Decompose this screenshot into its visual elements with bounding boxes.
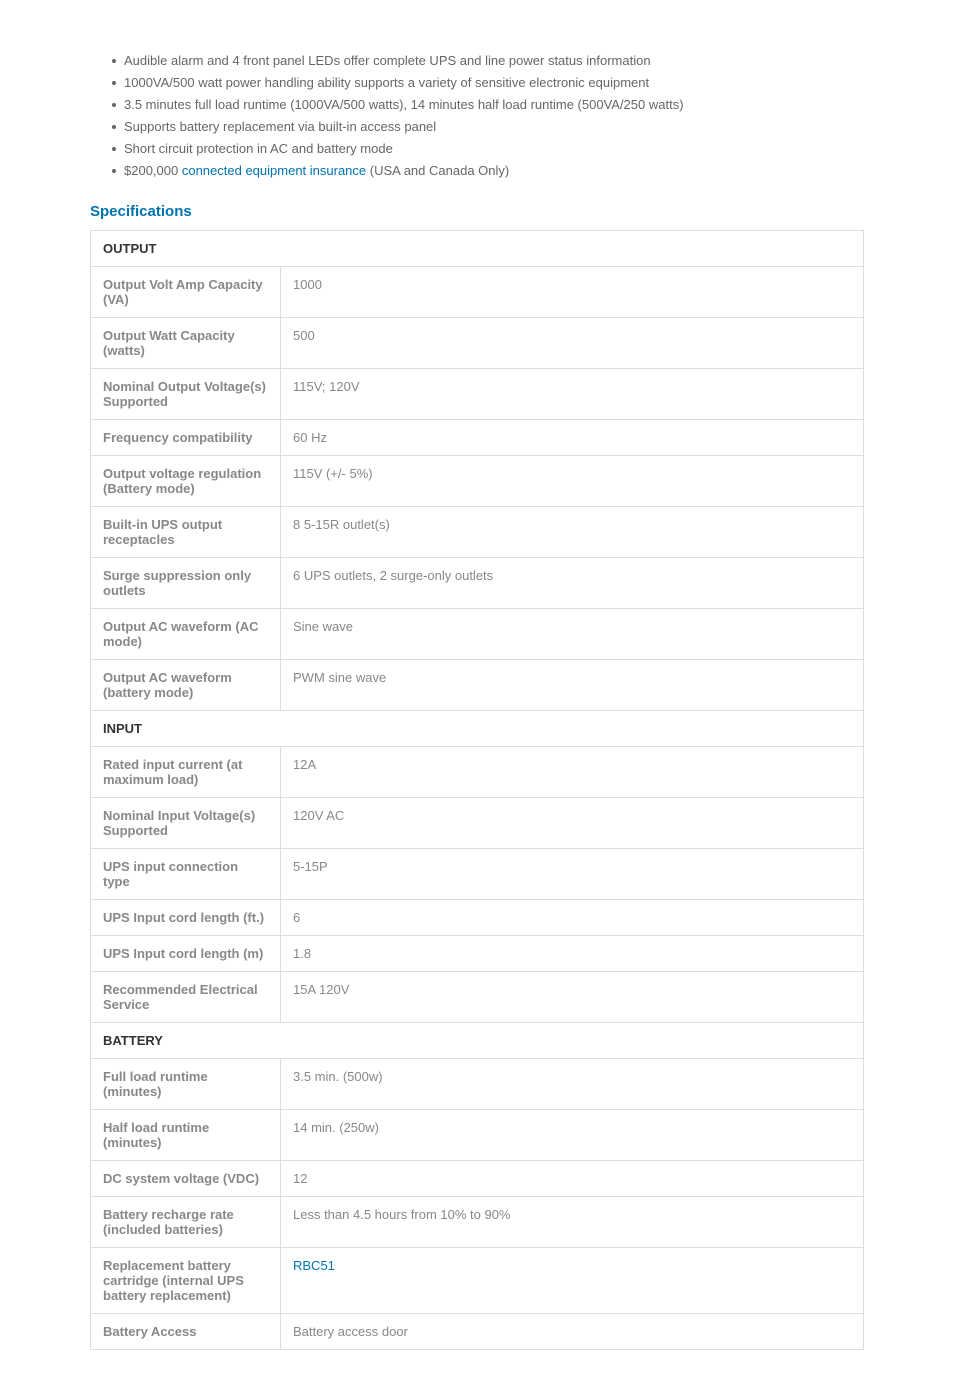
spec-label: Output voltage regulation (Battery mode) [91, 455, 281, 506]
spec-label: Frequency compatibility [91, 419, 281, 455]
feature-item: 3.5 minutes full load runtime (1000VA/50… [112, 94, 864, 116]
spec-label: Surge suppression only outlets [91, 557, 281, 608]
spec-row: UPS Input cord length (m)1.8 [91, 935, 863, 971]
feature-text: 3.5 minutes full load runtime (1000VA/50… [124, 97, 684, 112]
spec-row: Rated input current (at maximum load)12A [91, 746, 863, 797]
spec-value: 3.5 min. (500w) [281, 1058, 863, 1109]
spec-value: 115V; 120V [281, 368, 863, 419]
spec-label: UPS input connection type [91, 848, 281, 899]
spec-value: Battery access door [281, 1313, 863, 1349]
spec-value: 12 [281, 1160, 863, 1196]
spec-label: Nominal Input Voltage(s) Supported [91, 797, 281, 848]
spec-value: Sine wave [281, 608, 863, 659]
group-output: OUTPUT [91, 231, 863, 266]
feature-text: Audible alarm and 4 front panel LEDs off… [124, 53, 651, 68]
feature-item: Supports battery replacement via built-i… [112, 116, 864, 138]
feature-text: Supports battery replacement via built-i… [124, 119, 436, 134]
spec-label: Output Watt Capacity (watts) [91, 317, 281, 368]
spec-value: 115V (+/- 5%) [281, 455, 863, 506]
feature-text: Short circuit protection in AC and batte… [124, 141, 393, 156]
spec-row: Surge suppression only outlets6 UPS outl… [91, 557, 863, 608]
spec-label: UPS Input cord length (m) [91, 935, 281, 971]
spec-value: RBC51 [281, 1247, 863, 1313]
spec-row: Output Volt Amp Capacity (VA)1000 [91, 266, 863, 317]
feature-item: 1000VA/500 watt power handling ability s… [112, 72, 864, 94]
spec-row: UPS Input cord length (ft.)6 [91, 899, 863, 935]
spec-value: 14 min. (250w) [281, 1109, 863, 1160]
spec-value: 5-15P [281, 848, 863, 899]
spec-label: Half load runtime (minutes) [91, 1109, 281, 1160]
spec-value: 6 UPS outlets, 2 surge-only outlets [281, 557, 863, 608]
spec-label: Battery Access [91, 1313, 281, 1349]
spec-row: Full load runtime (minutes)3.5 min. (500… [91, 1058, 863, 1109]
spec-label: Built-in UPS output receptacles [91, 506, 281, 557]
spec-label: Output AC waveform (battery mode) [91, 659, 281, 710]
spec-value: 6 [281, 899, 863, 935]
specifications-table: OUTPUT Output Volt Amp Capacity (VA)1000… [90, 230, 864, 1350]
spec-label: UPS Input cord length (ft.) [91, 899, 281, 935]
feature-prefix: $200,000 [124, 163, 182, 178]
spec-label: Output Volt Amp Capacity (VA) [91, 266, 281, 317]
spec-label: DC system voltage (VDC) [91, 1160, 281, 1196]
spec-row: Built-in UPS output receptacles8 5-15R o… [91, 506, 863, 557]
spec-value: 8 5-15R outlet(s) [281, 506, 863, 557]
spec-row: Frequency compatibility60 Hz [91, 419, 863, 455]
spec-value: PWM sine wave [281, 659, 863, 710]
spec-row: Recommended Electrical Service15A 120V [91, 971, 863, 1022]
spec-row: Output Watt Capacity (watts)500 [91, 317, 863, 368]
spec-row: Output AC waveform (battery mode)PWM sin… [91, 659, 863, 710]
spec-label: Recommended Electrical Service [91, 971, 281, 1022]
spec-value: 1000 [281, 266, 863, 317]
feature-item: Audible alarm and 4 front panel LEDs off… [112, 50, 864, 72]
spec-value: 60 Hz [281, 419, 863, 455]
feature-text: 1000VA/500 watt power handling ability s… [124, 75, 649, 90]
feature-suffix: (USA and Canada Only) [366, 163, 509, 178]
group-battery: BATTERY [91, 1022, 863, 1058]
spec-row: DC system voltage (VDC)12 [91, 1160, 863, 1196]
spec-label: Output AC waveform (AC mode) [91, 608, 281, 659]
group-input: INPUT [91, 710, 863, 746]
spec-label: Nominal Output Voltage(s) Supported [91, 368, 281, 419]
spec-label: Rated input current (at maximum load) [91, 746, 281, 797]
spec-row: Nominal Input Voltage(s) Supported120V A… [91, 797, 863, 848]
spec-value: 500 [281, 317, 863, 368]
spec-row: Nominal Output Voltage(s) Supported115V;… [91, 368, 863, 419]
spec-row: UPS input connection type5-15P [91, 848, 863, 899]
spec-label: Full load runtime (minutes) [91, 1058, 281, 1109]
replacement-battery-link[interactable]: RBC51 [293, 1258, 335, 1273]
feature-item: Short circuit protection in AC and batte… [112, 138, 864, 160]
spec-row: Replacement battery cartridge (internal … [91, 1247, 863, 1313]
specifications-heading: Specifications [90, 203, 864, 220]
feature-list: Audible alarm and 4 front panel LEDs off… [112, 50, 864, 183]
spec-value: 12A [281, 746, 863, 797]
spec-label: Replacement battery cartridge (internal … [91, 1247, 281, 1313]
spec-row: Battery recharge rate (included batterie… [91, 1196, 863, 1247]
page-content: Audible alarm and 4 front panel LEDs off… [0, 0, 954, 1380]
spec-row: Battery AccessBattery access door [91, 1313, 863, 1349]
spec-value: 1.8 [281, 935, 863, 971]
insurance-link[interactable]: connected equipment insurance [182, 163, 366, 178]
spec-row: Output AC waveform (AC mode)Sine wave [91, 608, 863, 659]
spec-label: Battery recharge rate (included batterie… [91, 1196, 281, 1247]
spec-row: Output voltage regulation (Battery mode)… [91, 455, 863, 506]
spec-value: Less than 4.5 hours from 10% to 90% [281, 1196, 863, 1247]
spec-value: 15A 120V [281, 971, 863, 1022]
spec-value: 120V AC [281, 797, 863, 848]
spec-row: Half load runtime (minutes)14 min. (250w… [91, 1109, 863, 1160]
feature-item: $200,000 connected equipment insurance (… [112, 160, 864, 182]
